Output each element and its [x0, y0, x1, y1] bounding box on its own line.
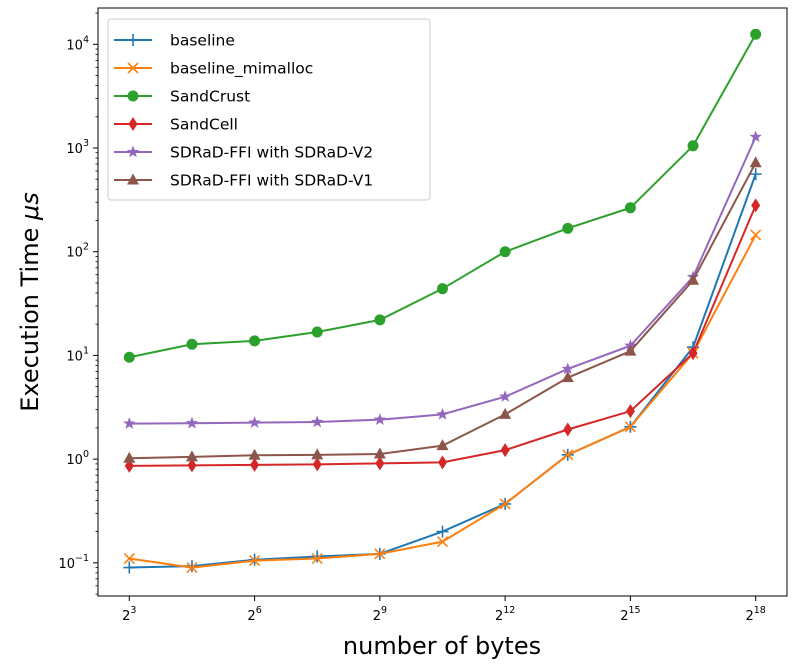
data-point	[248, 448, 261, 460]
data-point	[624, 421, 636, 433]
legend-label: SandCell	[170, 116, 238, 134]
data-point	[561, 362, 574, 375]
x-tick-label: 29	[373, 605, 387, 624]
data-point	[311, 448, 324, 460]
legend-marker	[128, 117, 138, 131]
data-point	[373, 447, 386, 459]
data-point	[187, 458, 197, 473]
data-point	[500, 443, 510, 458]
data-point	[625, 404, 635, 419]
legend-label: SandCrust	[170, 88, 250, 106]
y-tick-label: 10−1	[58, 553, 89, 572]
y-axis-title: Execution Time μs	[16, 192, 44, 412]
data-point	[562, 449, 574, 461]
data-point	[751, 198, 761, 213]
data-point	[437, 283, 448, 295]
y-tick-label: 101	[66, 345, 89, 364]
x-tick-label: 26	[247, 605, 261, 624]
series-1	[123, 229, 762, 574]
legend-label: baseline_mimalloc	[170, 60, 313, 79]
data-point	[185, 416, 199, 429]
y-axis-title-text: Execution Time	[16, 220, 44, 412]
data-point	[562, 222, 574, 234]
data-point	[499, 407, 512, 419]
data-point	[123, 561, 136, 574]
legend-marker	[127, 62, 139, 74]
data-point	[123, 451, 136, 463]
data-point	[249, 555, 261, 567]
data-point	[438, 455, 447, 470]
data-point	[186, 338, 198, 350]
legend-marker	[126, 145, 140, 158]
data-point	[375, 456, 385, 471]
data-point	[499, 498, 511, 510]
data-point	[374, 548, 386, 560]
series-2	[123, 28, 762, 363]
data-point	[436, 525, 449, 538]
data-point	[624, 202, 636, 214]
data-point	[373, 413, 387, 425]
data-point	[624, 344, 637, 356]
x-tick-label: 23	[122, 605, 136, 624]
series-5	[123, 156, 762, 463]
legend-frame	[107, 18, 431, 201]
data-point	[749, 130, 762, 143]
y-axis-title-symbol: μs	[16, 192, 44, 221]
legend-entry-4: SDRaD-FFI with SDRaD-V2	[114, 144, 373, 162]
x-tick-label: 218	[745, 605, 765, 624]
legend-label: SDRaD-FFI with SDRaD-V2	[170, 144, 373, 162]
data-point	[499, 246, 511, 258]
legend-entry-3: SandCell	[114, 116, 238, 134]
data-point	[436, 439, 449, 451]
x-tick-label: 215	[620, 605, 640, 624]
data-point	[750, 229, 762, 241]
data-point	[186, 561, 198, 574]
series-layer	[123, 28, 762, 574]
data-point	[374, 314, 386, 326]
data-point	[687, 140, 699, 152]
legend: baseline baseline_mimalloc SandCrust SandCe…	[107, 18, 431, 201]
data-point	[311, 550, 324, 563]
data-point	[185, 450, 198, 462]
data-point	[311, 326, 323, 338]
data-point	[249, 335, 261, 347]
data-point	[248, 416, 261, 428]
legend-entry-1: baseline_mimalloc	[114, 60, 313, 79]
data-point	[436, 407, 449, 420]
legend-label: baseline	[170, 32, 235, 50]
data-point	[688, 346, 698, 361]
y-tick-label: 103	[66, 138, 89, 157]
y-tick-label: 102	[66, 242, 89, 261]
y-tick-label: 100	[66, 449, 89, 468]
legend-marker	[127, 90, 139, 102]
data-point	[498, 390, 512, 402]
data-point	[250, 457, 260, 472]
ticks-layer: 23 26 29 212 215 218 10−1 100 101 102 103 104	[58, 12, 766, 624]
x-tick-label: 212	[495, 605, 515, 624]
legend-entry-5: SDRaD-FFI with SDRaD-V1	[114, 172, 373, 190]
data-point	[561, 371, 574, 383]
data-point	[123, 552, 135, 565]
data-point	[312, 457, 322, 472]
data-point	[750, 28, 762, 40]
legend-entry-0: baseline	[114, 32, 235, 50]
legend-label: SDRaD-FFI with SDRaD-V1	[170, 172, 373, 190]
legend-marker	[127, 34, 139, 46]
data-point	[436, 536, 449, 548]
data-point	[311, 415, 324, 428]
x-axis-title: number of bytes	[343, 632, 541, 660]
legend-entry-2: SandCrust	[114, 88, 250, 106]
y-tick-label: 104	[66, 34, 89, 53]
data-point	[749, 168, 762, 181]
data-point	[749, 156, 762, 168]
data-point	[123, 351, 135, 363]
data-point	[123, 417, 136, 429]
data-point	[687, 273, 700, 285]
data-point	[563, 422, 573, 437]
data-point	[311, 552, 323, 565]
legend-marker	[127, 173, 139, 185]
plot-frame	[97, 7, 788, 597]
